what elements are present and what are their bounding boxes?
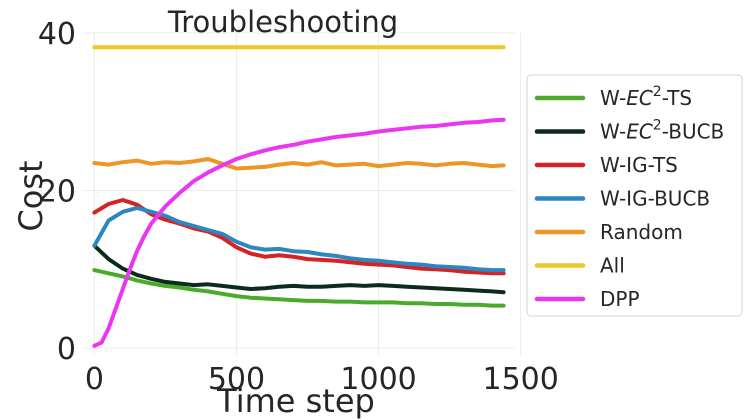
series-lines	[92, 45, 506, 348]
legend-label: DPP	[600, 287, 640, 311]
legend-label: W-EC2-TS	[600, 84, 692, 110]
series-line-w-ec2-bucb	[92, 243, 506, 295]
series-line-w-ig-ts	[92, 198, 506, 276]
legend-frame	[526, 74, 743, 317]
y-tick-label: 40	[38, 17, 76, 52]
legend-label: Random	[600, 220, 683, 244]
x-tick-label: 1500	[483, 362, 559, 397]
series-line-w-ec2-ts	[92, 268, 506, 308]
legend-label: W-IG-BUCB	[600, 187, 710, 211]
legend-label: W-IG-TS	[600, 153, 678, 177]
plot-background	[83, 33, 515, 356]
x-tick-label: 500	[208, 362, 265, 397]
x-tick-label: 0	[85, 362, 104, 397]
series-line-random	[92, 157, 506, 171]
series-line-w-ig-bucb	[92, 205, 506, 273]
legend-label: W-EC2-BUCB	[600, 118, 724, 144]
legend-label: All	[600, 254, 625, 278]
series-line-dpp	[92, 117, 506, 348]
chart-title: Troubleshooting	[167, 5, 398, 39]
tick-labels: 0 500 1000 1500 0 20 40	[38, 17, 559, 397]
x-tick-label: 1000	[340, 362, 416, 397]
y-tick-label: 0	[57, 332, 76, 367]
grid	[83, 32, 522, 356]
legend: W-EC2-TS W-EC2-BUCB W-IG-TS W-IG-BUCB Random…	[526, 74, 743, 317]
y-axis-title: Cost	[12, 160, 50, 231]
x-axis-title: Time step	[216, 382, 375, 420]
y-tick-label: 20	[38, 175, 76, 210]
